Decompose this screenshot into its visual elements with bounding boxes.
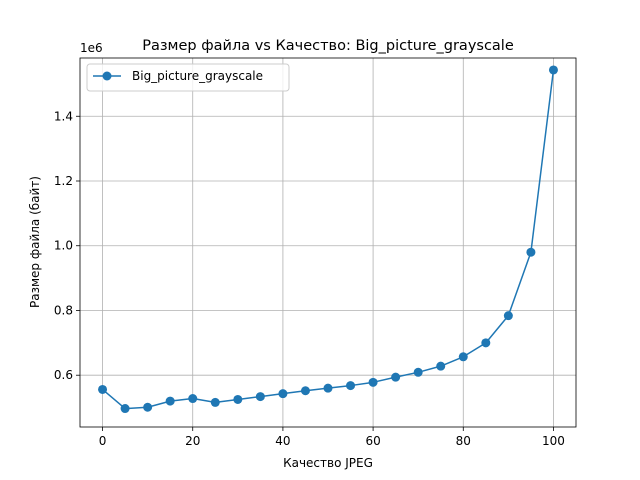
- legend-box: [86, 63, 290, 92]
- data-point: [413, 367, 423, 377]
- legend: Big_picture_grayscale: [86, 63, 290, 92]
- data-point: [300, 386, 310, 396]
- data-point: [503, 311, 513, 321]
- data-point: [436, 361, 446, 371]
- data-point: [165, 396, 175, 406]
- data-point: [391, 372, 401, 382]
- y-tick-label: 0.8: [54, 303, 73, 317]
- series-layer: [98, 65, 558, 414]
- x-tick-label: 20: [185, 434, 200, 448]
- chart-title: Размер файла vs Качество: Big_picture_gr…: [142, 38, 514, 54]
- data-point: [233, 394, 243, 404]
- data-point: [346, 381, 356, 391]
- ticks: 0 20 40 60 80 100 0.6 0.8 1.0 1.2 1.4: [54, 109, 565, 448]
- data-point: [481, 338, 491, 348]
- y-tick-label: 1.4: [54, 109, 73, 123]
- y-tick-label: 0.6: [54, 368, 73, 382]
- data-point: [278, 389, 288, 399]
- x-tick-label: 80: [456, 434, 471, 448]
- y-offset-label: 1e6: [80, 41, 103, 55]
- x-tick-label: 100: [542, 434, 565, 448]
- x-tick-label: 40: [275, 434, 290, 448]
- data-point: [188, 394, 198, 404]
- data-point: [98, 384, 108, 394]
- data-point: [458, 352, 468, 362]
- y-tick-label: 1.2: [54, 174, 73, 188]
- x-tick-label: 60: [365, 434, 380, 448]
- data-point: [526, 247, 536, 257]
- data-point: [368, 377, 378, 387]
- legend-marker-swatch: [102, 71, 112, 81]
- y-axis-label: Размер файла (байт): [28, 176, 42, 308]
- data-point: [548, 65, 558, 75]
- data-point: [255, 392, 265, 402]
- x-tick-label: 0: [99, 434, 107, 448]
- data-point: [323, 383, 333, 393]
- legend-entry-label: Big_picture_grayscale: [132, 69, 263, 83]
- data-point: [120, 404, 130, 414]
- y-tick-label: 1.0: [54, 239, 73, 253]
- x-axis-label: Качество JPEG: [283, 456, 373, 470]
- grid: [80, 58, 576, 427]
- data-point: [210, 397, 220, 407]
- plot-area-frame: [79, 57, 577, 428]
- data-point: [143, 402, 153, 412]
